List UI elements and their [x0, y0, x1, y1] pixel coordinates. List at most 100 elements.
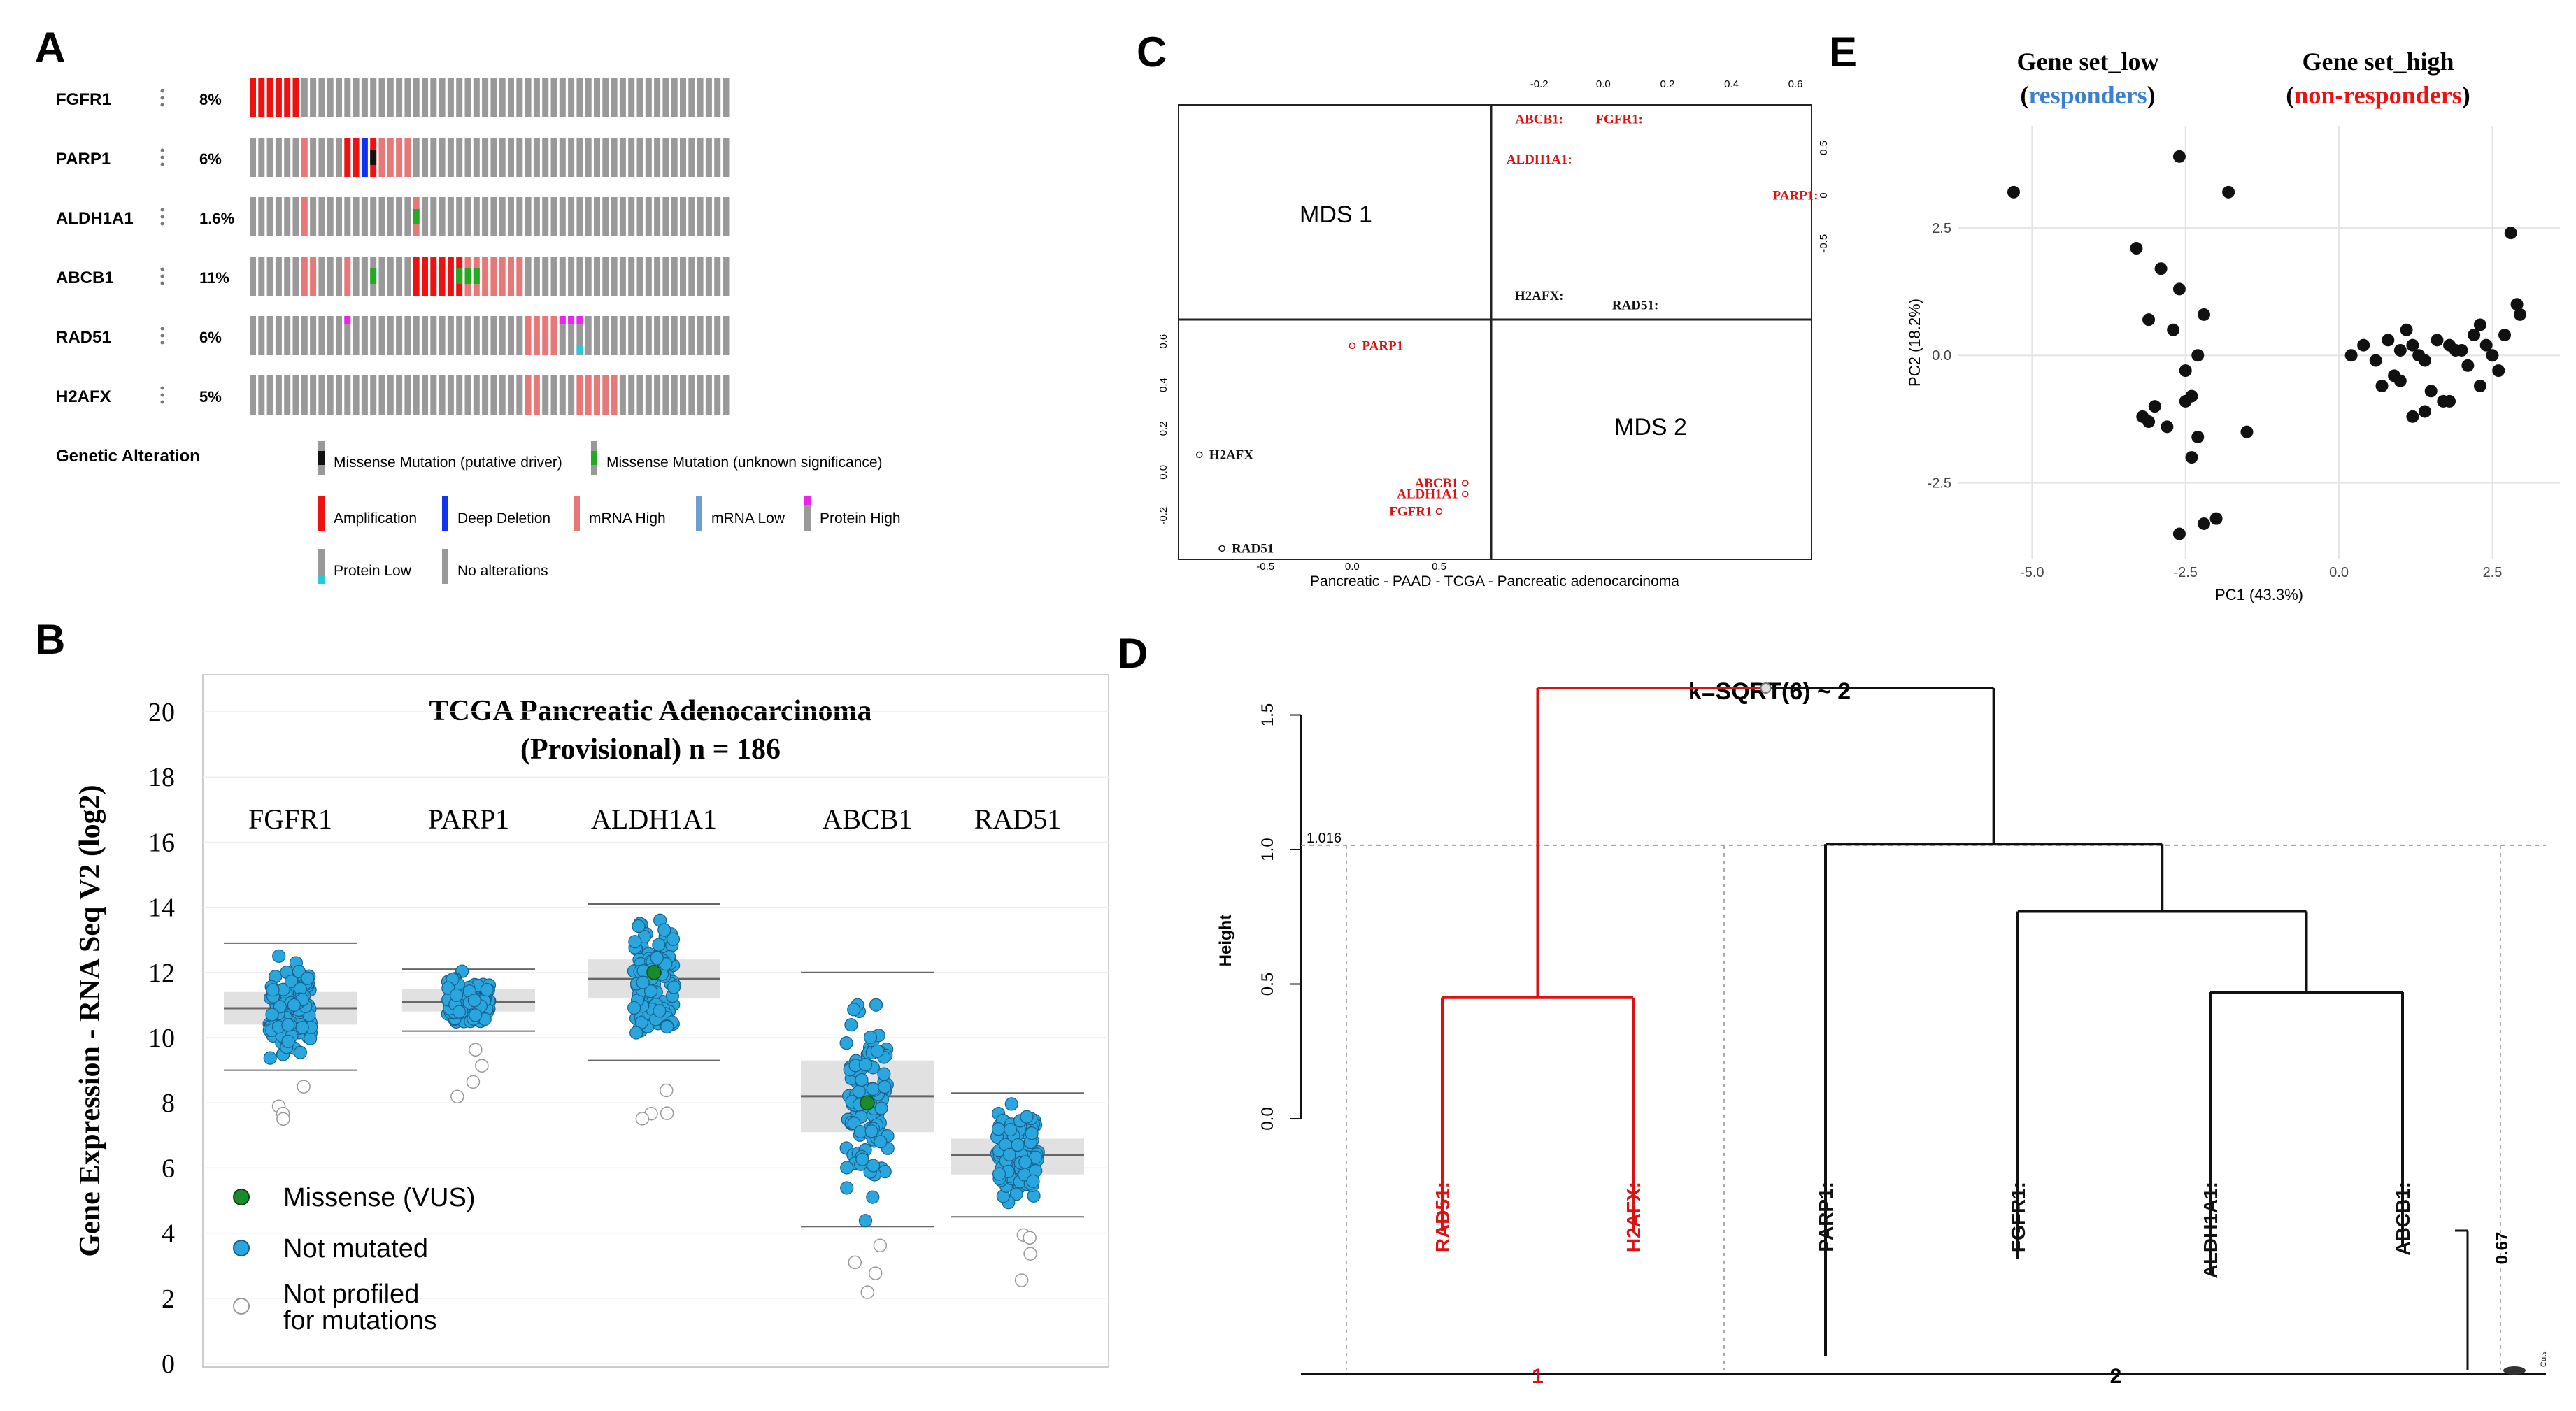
oncoprint-cell — [585, 78, 592, 117]
oncoprint-cell — [456, 197, 463, 236]
oncoprint-cell — [636, 138, 643, 177]
category-label: ALDH1A1 — [591, 803, 717, 835]
mds-left-ytick: 0.2 — [1158, 421, 1169, 436]
oncoprint-cell — [671, 375, 678, 415]
legend-swatch — [574, 496, 580, 531]
legend-label: Protein High — [820, 510, 901, 527]
legend-label: Protein Low — [334, 563, 412, 579]
oncoprint-cell — [473, 316, 480, 355]
data-point — [992, 1167, 1006, 1181]
oncoprint-cell — [619, 375, 626, 415]
mds-xlabel: Pancreatic - PAAD - TCGA - Pancreatic ad… — [1310, 573, 1679, 589]
y-tick-label: 0.5 — [1258, 973, 1277, 996]
gene-label: RAD51 — [56, 328, 111, 347]
oncoprint-cell — [439, 78, 446, 117]
oncoprint-cell — [275, 375, 282, 415]
row-dots-icon — [160, 215, 164, 219]
oncoprint-cell — [430, 78, 437, 117]
oncoprint-cell — [310, 78, 317, 117]
oncoprint-cell — [533, 78, 540, 117]
oncoprint-cell — [464, 78, 471, 117]
data-point — [855, 1073, 869, 1087]
pca-point — [2431, 334, 2444, 347]
legend-label: Deep Deletion — [457, 510, 550, 527]
oncoprint-cell — [447, 375, 454, 415]
pca-point — [2461, 359, 2475, 372]
oncoprint-cell — [258, 375, 265, 415]
pca-point — [2240, 425, 2254, 438]
oncoprint-cell — [499, 138, 506, 177]
oncoprint-cell — [619, 257, 626, 296]
y-tick-label: 18 — [148, 763, 175, 792]
oncoprint-cell — [550, 138, 557, 177]
oncoprint-cell — [525, 316, 532, 355]
oncoprint-cell — [490, 138, 497, 177]
missense-point — [860, 1095, 875, 1110]
oncoprint-cell — [516, 316, 523, 355]
oncoprint-cell — [697, 316, 704, 355]
oncoprint-cell — [723, 375, 730, 415]
y-tick-label: 4 — [162, 1219, 175, 1249]
oncoprint-cell — [447, 316, 454, 355]
oncoprint-cell — [705, 316, 712, 355]
oncoprint-cell — [525, 257, 532, 296]
pca-point — [2393, 374, 2407, 387]
oncoprint-cell — [723, 316, 730, 355]
oncoprint-cell — [645, 197, 652, 236]
oncoprint-cell — [378, 78, 385, 117]
oncoprint-cell — [688, 257, 695, 296]
oncoprint-cell — [611, 257, 618, 296]
pca-point — [2479, 338, 2493, 352]
oncoprint-cell — [301, 197, 308, 236]
oncoprint-cell — [344, 257, 351, 296]
oncoprint-cell — [430, 375, 437, 415]
pca-point — [2498, 329, 2512, 342]
data-point — [281, 1018, 295, 1032]
oncoprint-cell — [602, 197, 609, 236]
legend-swatch — [442, 496, 448, 531]
pca-point — [2179, 364, 2192, 378]
pca-point — [2172, 527, 2186, 540]
oncoprint-mutation-mark — [576, 345, 583, 354]
oncoprint-cell — [680, 197, 686, 236]
data-point — [450, 988, 464, 1003]
oncoprint-cell — [250, 197, 256, 236]
data-point — [628, 935, 642, 949]
gene-pct: 5% — [199, 388, 222, 406]
data-point — [480, 982, 494, 997]
oncoprint-cell — [611, 138, 618, 177]
oncoprint-cell — [482, 375, 489, 415]
chart-b-ylabel: Gene Expression - RNA Seq V2 (log2) — [74, 785, 106, 1256]
oncoprint-cell — [266, 375, 273, 415]
oncoprint-cell — [533, 197, 540, 236]
data-point — [874, 1135, 888, 1149]
row-dots-icon — [160, 274, 164, 278]
data-point — [870, 1044, 884, 1058]
oncoprint-cell — [585, 316, 592, 355]
pca-point — [2167, 323, 2180, 336]
legend-marker — [233, 1298, 250, 1315]
oncoprint-cell — [258, 138, 265, 177]
oncoprint-cell — [645, 375, 652, 415]
pca-point — [2161, 420, 2174, 434]
row-dots-icon — [160, 222, 164, 226]
pca-point — [2382, 334, 2395, 347]
oncoprint-cell — [404, 316, 411, 355]
data-point — [666, 932, 681, 946]
oncoprint-cell — [361, 78, 368, 117]
pca-point — [2400, 323, 2413, 336]
oncoprint-cell — [550, 375, 557, 415]
outlier-point — [659, 1083, 674, 1098]
outlier-point — [860, 1285, 875, 1299]
oncoprint-cell — [525, 138, 532, 177]
oncoprint-cell — [714, 257, 721, 296]
mds-right-ytick: 0 — [1818, 192, 1830, 198]
oncoprint-cell — [336, 78, 342, 117]
oncoprint-cell — [516, 78, 523, 117]
outlier-point — [1023, 1231, 1037, 1245]
y-tick-label: 20 — [148, 698, 175, 727]
oncoprint-cell — [310, 257, 317, 296]
row-dots-icon — [160, 281, 164, 285]
pca-group-low-sub: (responders) — [2020, 81, 2155, 109]
oncoprint-cell — [482, 138, 489, 177]
